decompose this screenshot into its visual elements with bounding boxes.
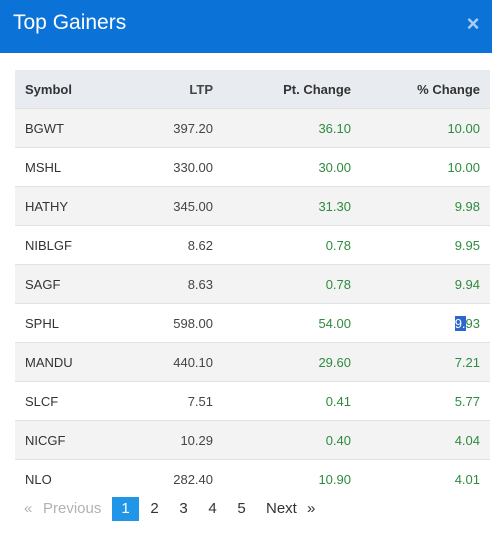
symbol-cell: HATHY: [15, 186, 125, 226]
table-row[interactable]: NICGF 10.29 0.40 4.04: [15, 420, 490, 460]
pt-change-cell: 36.10: [213, 108, 351, 148]
symbol-cell: MSHL: [15, 147, 125, 187]
page-5-button[interactable]: 5: [237, 500, 246, 517]
table-row[interactable]: HATHY 345.00 31.30 9.98: [15, 186, 490, 226]
pct-change-cell: 4.04: [351, 420, 490, 460]
previous-arrow-icon: «: [24, 500, 33, 517]
pct-change-cell: 5.77: [351, 381, 490, 421]
pct-change-cell: 4.01: [351, 459, 490, 498]
ltp-cell: 345.00: [125, 186, 213, 226]
ltp-cell: 8.63: [125, 264, 213, 304]
previous-button: Previous: [43, 500, 102, 517]
pct-change-cell: 9.98: [351, 186, 490, 226]
pct-change-cell: 10.00: [351, 108, 490, 148]
pt-change-cell: 31.30: [213, 186, 351, 226]
gainers-table-container: Symbol LTP Pt. Change % Change BGWT 397.…: [15, 70, 490, 498]
ltp-cell: 8.62: [125, 225, 213, 265]
table-row[interactable]: SPHL 598.00 54.00 9.93: [15, 303, 490, 343]
dialog-header: Top Gainers ×: [0, 0, 492, 53]
symbol-cell: SAGF: [15, 264, 125, 304]
pt-change-cell: 30.00: [213, 147, 351, 187]
ltp-cell: 282.40: [125, 459, 213, 498]
symbol-cell: SLCF: [15, 381, 125, 421]
table-row[interactable]: NIBLGF 8.62 0.78 9.95: [15, 225, 490, 265]
table-row[interactable]: MSHL 330.00 30.00 10.00: [15, 147, 490, 187]
next-button[interactable]: Next: [266, 500, 297, 517]
close-icon[interactable]: ×: [466, 11, 480, 36]
pct-change-cell: 9.94: [351, 264, 490, 304]
pt-change-cell: 0.78: [213, 225, 351, 265]
ltp-cell: 10.29: [125, 420, 213, 460]
ltp-cell: 440.10: [125, 342, 213, 382]
table-row[interactable]: NLO 282.40 10.90 4.01: [15, 459, 490, 498]
symbol-cell: MANDU: [15, 342, 125, 382]
next-arrow-icon[interactable]: »: [307, 500, 316, 517]
gainers-table: Symbol LTP Pt. Change % Change BGWT 397.…: [15, 70, 490, 498]
page-4-button[interactable]: 4: [208, 500, 217, 517]
pt-change-cell: 10.90: [213, 459, 351, 498]
pt-change-cell: 0.78: [213, 264, 351, 304]
pt-change-cell: 29.60: [213, 342, 351, 382]
page-1-button[interactable]: 1: [112, 497, 139, 521]
ltp-cell: 330.00: [125, 147, 213, 187]
pt-change-cell: 54.00: [213, 303, 351, 343]
symbol-cell: BGWT: [15, 108, 125, 148]
pct-change-cell: 7.21: [351, 342, 490, 382]
page-3-button[interactable]: 3: [179, 500, 188, 517]
column-header-pt-change[interactable]: Pt. Change: [213, 70, 351, 109]
selected-text: 9.: [454, 315, 466, 331]
dialog-title: Top Gainers: [13, 11, 127, 34]
symbol-cell: NLO: [15, 459, 125, 498]
pct-change-cell: 9.95: [351, 225, 490, 265]
ltp-cell: 397.20: [125, 108, 213, 148]
table-row[interactable]: SLCF 7.51 0.41 5.77: [15, 381, 490, 421]
table-row[interactable]: SAGF 8.63 0.78 9.94: [15, 264, 490, 304]
table-row[interactable]: BGWT 397.20 36.10 10.00: [15, 108, 490, 148]
pt-change-cell: 0.40: [213, 420, 351, 460]
column-header-ltp[interactable]: LTP: [125, 70, 213, 109]
symbol-cell: NIBLGF: [15, 225, 125, 265]
table-row[interactable]: MANDU 440.10 29.60 7.21: [15, 342, 490, 382]
symbol-cell: NICGF: [15, 420, 125, 460]
symbol-cell: SPHL: [15, 303, 125, 343]
pct-change-cell: 9.93: [351, 303, 490, 343]
column-header-symbol[interactable]: Symbol: [15, 70, 125, 109]
pct-change-cell: 10.00: [351, 147, 490, 187]
table-header-row: Symbol LTP Pt. Change % Change: [15, 70, 490, 109]
column-header-pct-change[interactable]: % Change: [351, 70, 490, 109]
unselected-text: 93: [465, 315, 480, 331]
pt-change-cell: 0.41: [213, 381, 351, 421]
ltp-cell: 7.51: [125, 381, 213, 421]
page-2-button[interactable]: 2: [150, 500, 159, 517]
ltp-cell: 598.00: [125, 303, 213, 343]
